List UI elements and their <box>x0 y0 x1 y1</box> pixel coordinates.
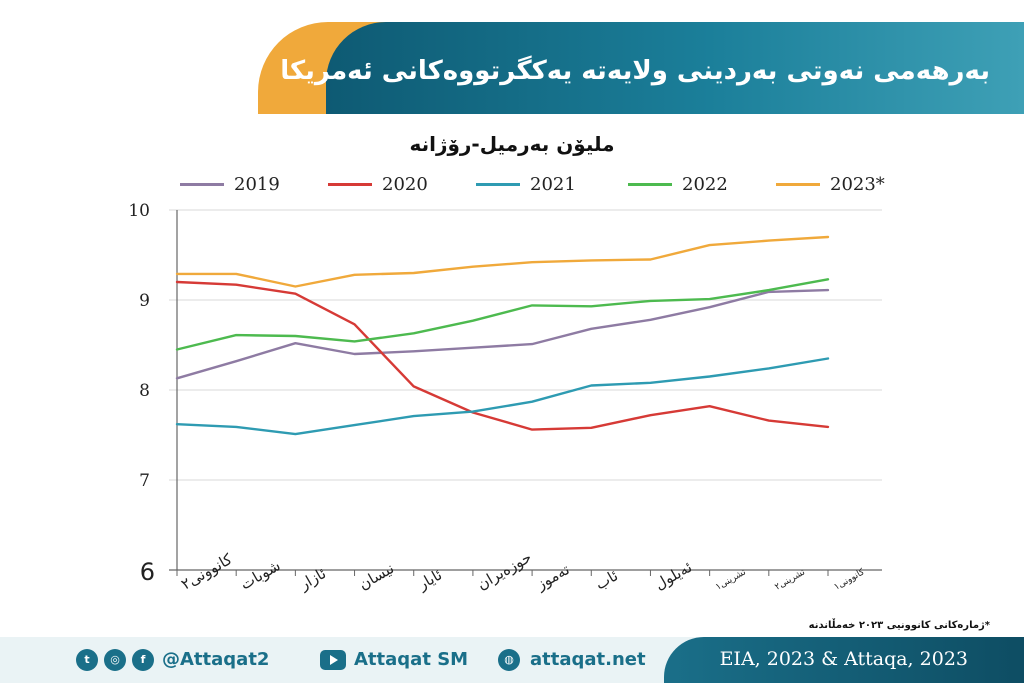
source-panel: EIA, 2023 & Attaqa, 2023 <box>664 637 1024 683</box>
x-tick-label: ئەیلول <box>651 558 695 594</box>
website-link[interactable]: attaqat.net <box>530 649 646 670</box>
series-line-2023 <box>175 235 830 288</box>
series-line-2020 <box>175 280 830 431</box>
x-tick-label: تشرینی٢ <box>773 567 807 592</box>
globe-icon[interactable]: ◍ <box>498 649 520 671</box>
y-tick-label: 8 <box>139 381 150 401</box>
x-tick-label: تشرینی١ <box>714 567 748 592</box>
y-tick-label: 6 <box>140 558 155 586</box>
x-tick-label: حوزەیران <box>474 548 535 593</box>
footer-bar: t ◎ f @Attaqat2 Attaqat SM ◍ attaqat.net… <box>0 637 1024 683</box>
x-tick-label: کانوونی١ <box>833 567 868 593</box>
series-line-2022 <box>175 278 830 351</box>
x-tick-label: نیسان <box>356 559 398 593</box>
footnote: *ژمارەکانی کانوونیی ٢٠٢٣ خەمڵاندنە <box>808 620 990 631</box>
twitter-icon[interactable]: t <box>76 649 98 671</box>
legend-swatch-2019 <box>180 182 224 186</box>
y-tick-label: 10 <box>128 201 150 221</box>
series-line-2019 <box>175 288 830 380</box>
legend-swatch-2022 <box>628 182 672 186</box>
x-tick-label: کانوونی٢ <box>178 550 236 594</box>
youtube-name[interactable]: Attaqat SM <box>354 649 469 670</box>
legend-item-2021: 2021 <box>476 173 576 195</box>
source-text: EIA, 2023 & Attaqa, 2023 <box>719 648 968 670</box>
y-tick-label: 7 <box>139 471 150 491</box>
facebook-icon[interactable]: f <box>132 649 154 671</box>
legend-item-2022: 2022 <box>628 173 728 195</box>
title-banner: بەرهەمی نەوتی بەردینی ولایەتە یەکگرتووەک… <box>280 22 1024 114</box>
series-line-2021 <box>175 357 830 436</box>
legend-label-2021: 2021 <box>530 173 576 195</box>
legend-item-2023: 2023* <box>776 173 885 195</box>
x-tick-label: تەموز <box>532 560 572 594</box>
legend-label-2023: 2023* <box>830 173 885 195</box>
instagram-icon[interactable]: ◎ <box>104 649 126 671</box>
unit-title: ملیۆن بەرمیل-رۆژانە <box>409 132 615 156</box>
youtube-icon[interactable] <box>320 650 346 670</box>
legend-swatch-2021 <box>476 182 520 186</box>
legend-item-2020: 2020 <box>328 173 428 195</box>
legend-label-2020: 2020 <box>382 173 428 195</box>
legend-swatch-2023 <box>776 182 820 186</box>
legend-swatch-2020 <box>328 182 372 186</box>
x-tick-label: شوبات <box>237 556 283 593</box>
legend-item-2019: 2019 <box>180 173 280 195</box>
twitter-handle[interactable]: @Attaqat2 <box>162 649 270 670</box>
x-tick-label: ئازار <box>295 564 329 594</box>
chart-main-title: بەرهەمی نەوتی بەردینی ولایەتە یەکگرتووەک… <box>280 56 990 86</box>
y-tick-label: 9 <box>139 291 150 311</box>
legend-label-2019: 2019 <box>234 173 280 195</box>
legend-label-2022: 2022 <box>682 173 728 195</box>
